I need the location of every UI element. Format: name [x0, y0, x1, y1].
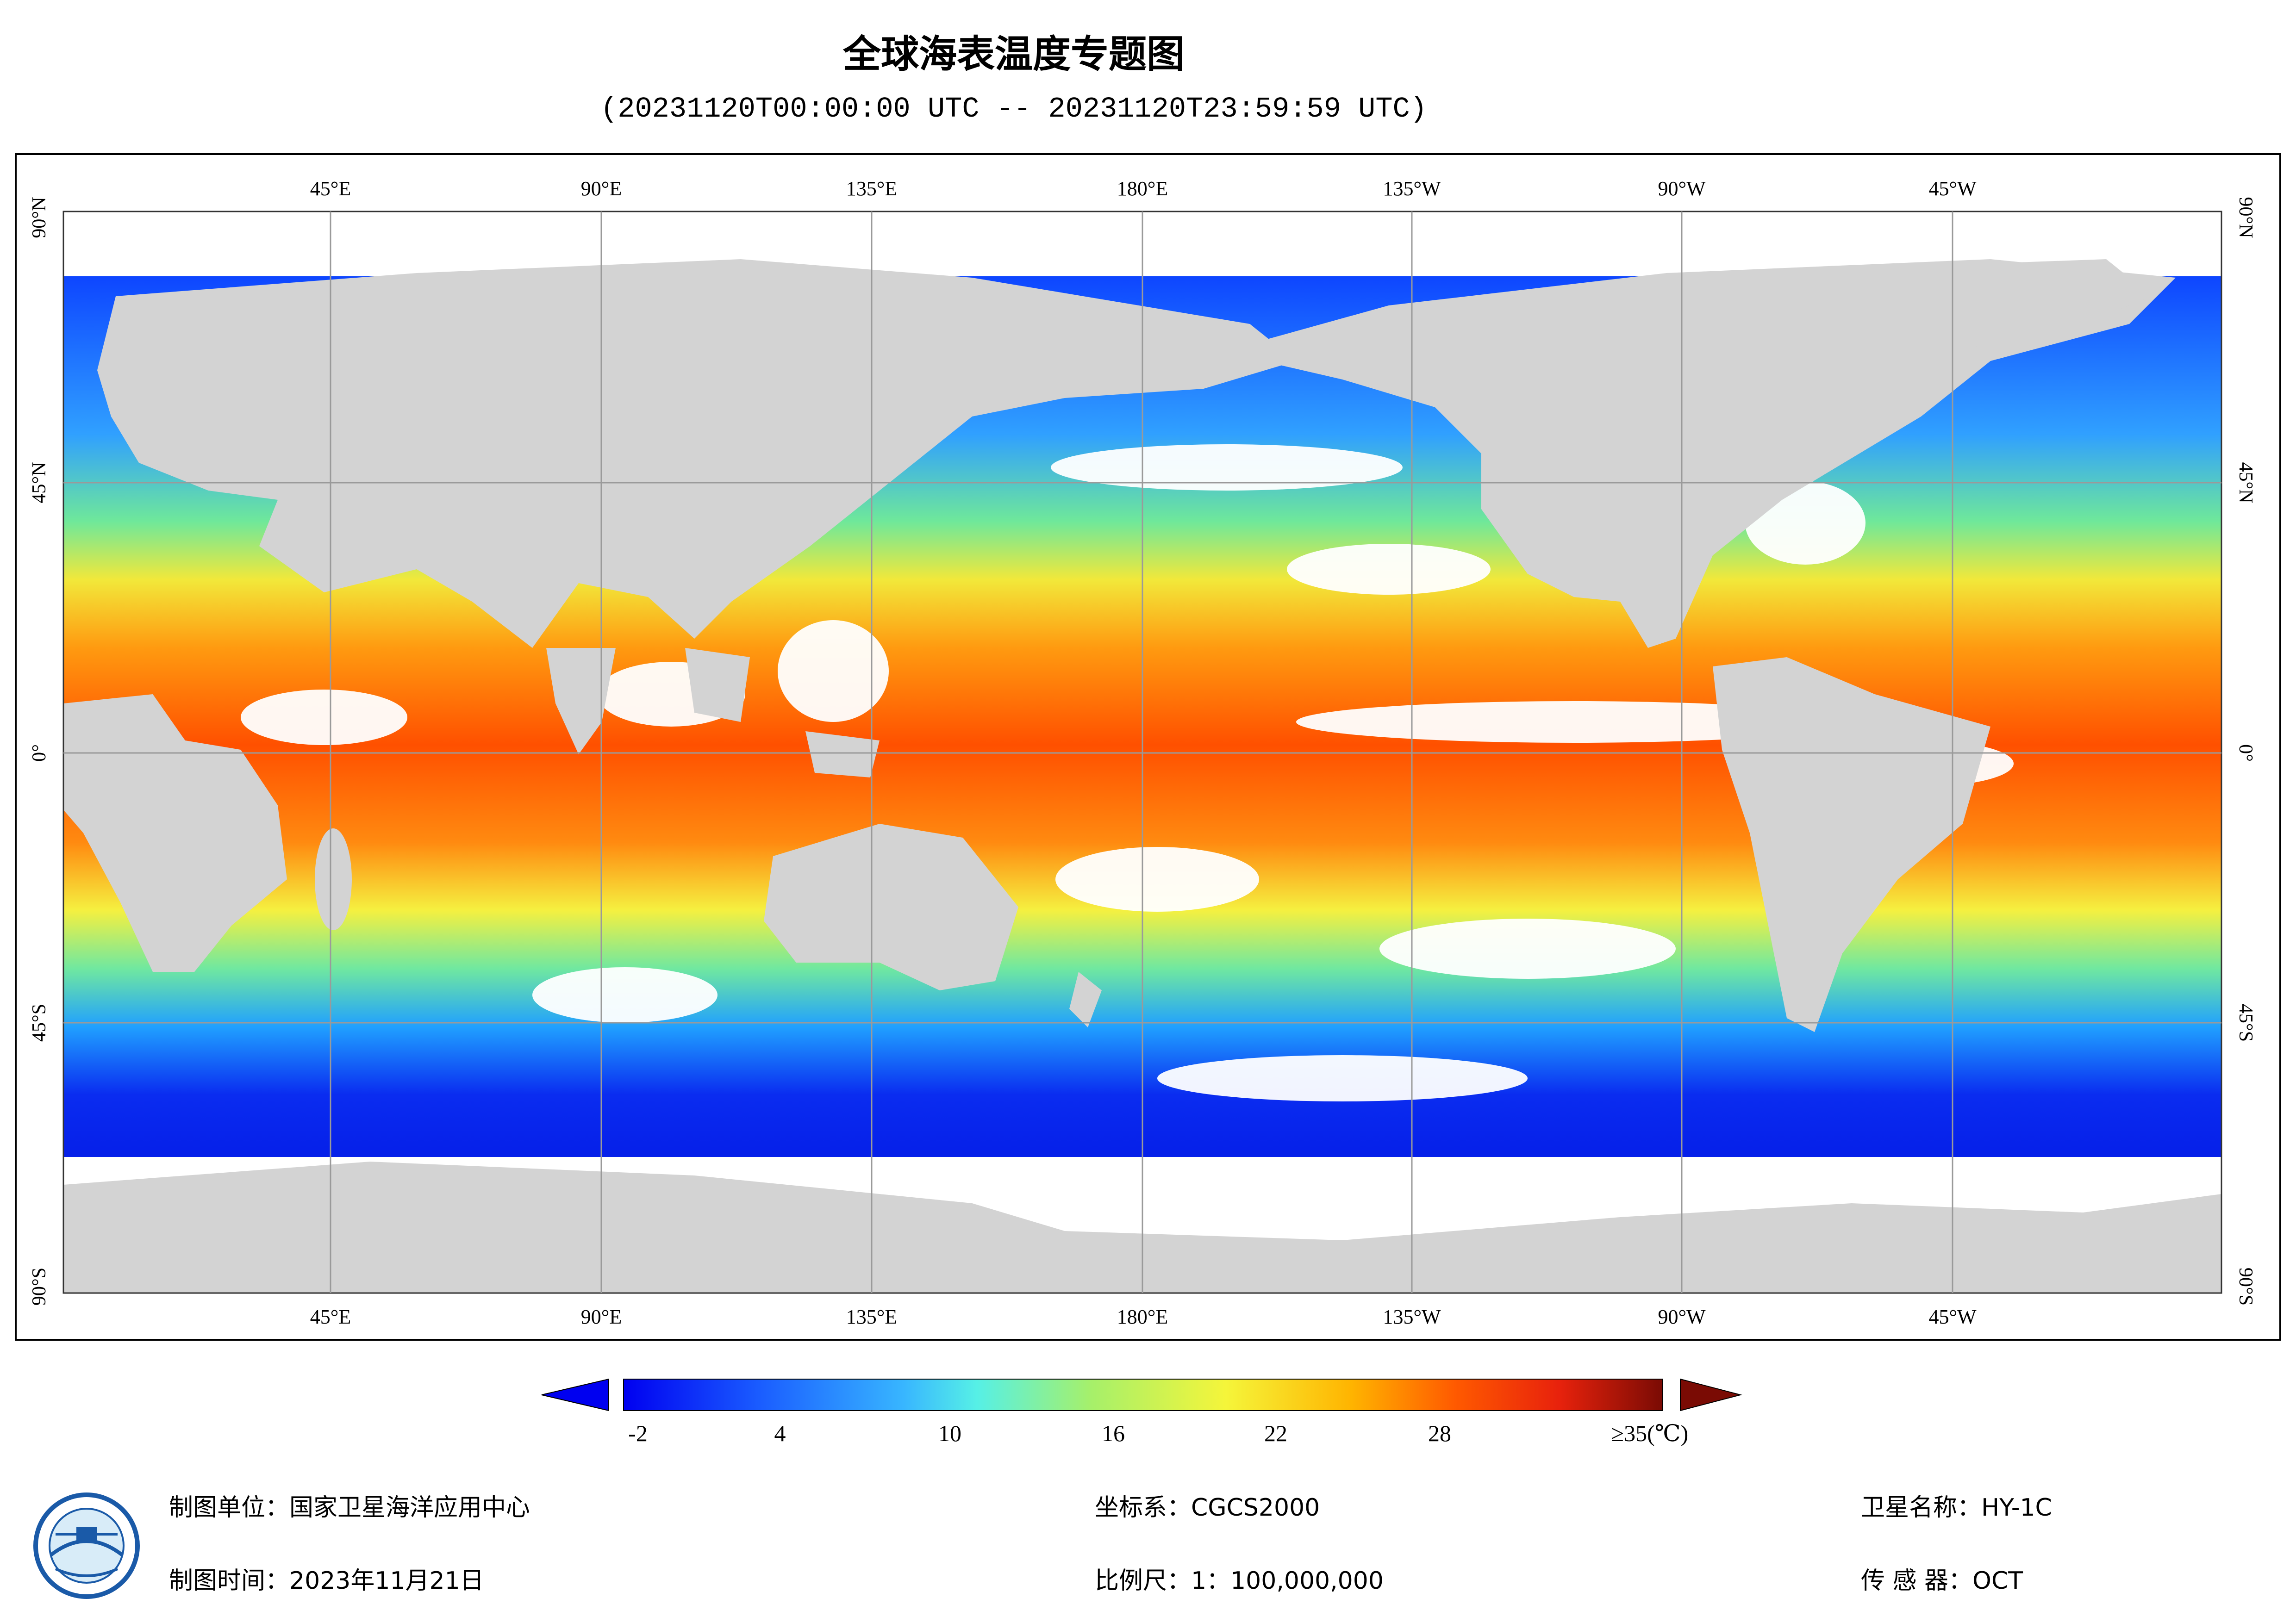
colorbar-tick-label: 28	[1428, 1420, 1451, 1446]
map-time-range: (20231120T00:00:00 UTC -- 20231120T23:59…	[600, 93, 1427, 125]
colorbar-gradient	[623, 1379, 1663, 1411]
map-outer-frame	[15, 153, 2281, 1341]
lon-label-top: 45°W	[1928, 177, 1977, 200]
land	[63, 259, 2221, 1293]
lon-label-top: 90°E	[581, 177, 622, 200]
lat-label-left: 45°S	[29, 1004, 50, 1042]
lon-label-bottom: 180°E	[1117, 1306, 1168, 1328]
lat-label-right: 90°N	[2235, 197, 2256, 238]
lon-label-top: 90°W	[1658, 177, 1706, 200]
lat-label-left: 90°N	[29, 197, 50, 238]
lat-labels: 90°N 45°N 0° 45°S 90°S 90°N 45°N 0° 45°S…	[29, 197, 2256, 1306]
lon-label-top: 135°W	[1383, 177, 1441, 200]
lat-label-left: 45°N	[29, 462, 50, 503]
lon-label-top: 135°E	[846, 177, 897, 200]
map-title: 全球海表温度专题图	[842, 32, 1185, 76]
organization-logo	[33, 1492, 140, 1599]
footer-sensor: 传 感 器：OCT	[1861, 1567, 2023, 1595]
lon-label-top: 45°E	[310, 177, 351, 200]
colorbar-tick-label: 10	[938, 1420, 961, 1446]
colorbar-tick-label: 22	[1264, 1420, 1287, 1446]
footer-scale: 比例尺：1：100,000,000	[1095, 1567, 1384, 1595]
graticule	[63, 211, 2221, 1293]
footer-crs: 坐标系：CGCS2000	[1095, 1494, 1320, 1522]
lon-label-bottom: 90°W	[1658, 1306, 1706, 1328]
lon-label-top: 180°E	[1117, 177, 1168, 200]
footer-satellite: 卫星名称：HY-1C	[1861, 1494, 2052, 1522]
lon-label-bottom: 135°W	[1383, 1306, 1441, 1328]
lon-label-bottom: 45°E	[310, 1306, 351, 1328]
lat-label-right: 45°S	[2235, 1004, 2256, 1042]
colorbar-under-arrow	[541, 1378, 609, 1412]
footer-date: 制图时间：2023年11月21日	[169, 1567, 484, 1595]
colorbar-over-arrow	[1680, 1378, 1742, 1412]
lat-label-left: 0°	[29, 744, 50, 762]
lat-label-left: 90°S	[29, 1268, 50, 1306]
colorbar	[541, 1378, 1742, 1412]
lat-label-right: 90°S	[2235, 1268, 2256, 1306]
lon-label-bottom: 45°W	[1928, 1306, 1977, 1328]
sst-map	[63, 211, 2221, 1293]
footer-org: 制图单位：国家卫星海洋应用中心	[169, 1494, 530, 1522]
lon-labels: 45°E 90°E 135°E 180°E 135°W 90°W 45°W 45…	[310, 177, 1977, 1328]
lon-label-bottom: 135°E	[846, 1306, 897, 1328]
lon-label-bottom: 90°E	[581, 1306, 622, 1328]
colorbar-tick-label: -2	[628, 1420, 648, 1446]
colorbar-tick-label: 4	[774, 1420, 786, 1446]
colorbar-tick-label: 16	[1102, 1420, 1125, 1446]
lat-label-right: 45°N	[2235, 462, 2256, 503]
lat-label-right: 0°	[2235, 744, 2256, 762]
colorbar-max-label: ≥35(℃)	[1611, 1420, 1689, 1446]
